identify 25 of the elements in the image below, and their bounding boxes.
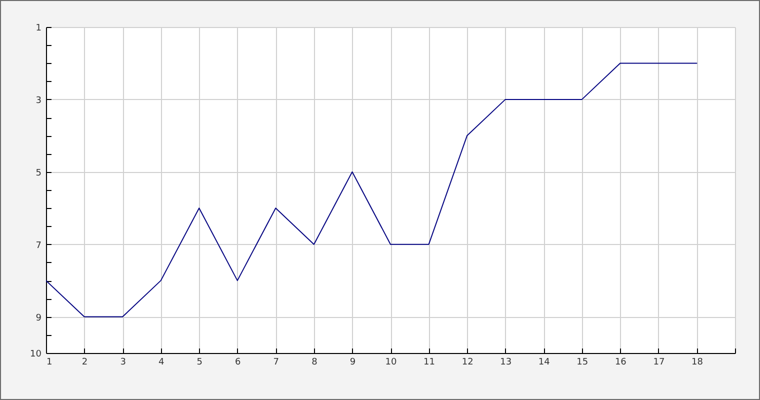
x-tick-label: 12 (462, 358, 474, 368)
x-tick-label: 10 (385, 358, 397, 368)
x-tick-label: 1 (46, 358, 52, 368)
x-tick-label: 4 (158, 358, 164, 368)
x-tick-label: 5 (196, 358, 202, 368)
x-tick-label: 16 (614, 358, 627, 368)
x-tick-label: 11 (424, 358, 436, 368)
x-tick-label: 8 (312, 358, 318, 368)
y-tick-label: 7 (36, 240, 42, 251)
x-tick-label: 9 (350, 358, 356, 368)
y-tick-label: 9 (36, 313, 42, 324)
y-tick-label: 5 (36, 168, 42, 178)
x-tick-label: 17 (653, 358, 665, 368)
x-tick-label: 3 (120, 358, 126, 368)
x-tick-label: 13 (500, 358, 512, 368)
x-tick-label: 14 (538, 358, 550, 368)
x-tick-label: 7 (273, 358, 280, 368)
x-tick-label: 15 (576, 358, 588, 368)
y-tick-label: 3 (36, 96, 42, 106)
x-tick-label: 18 (691, 358, 704, 368)
y-tick-label: 1 (36, 24, 42, 34)
x-tick-label: 2 (82, 358, 88, 368)
line-series (46, 62, 698, 318)
y-tick-label: 10 (30, 350, 42, 360)
x-tick-label: 6 (235, 358, 242, 368)
